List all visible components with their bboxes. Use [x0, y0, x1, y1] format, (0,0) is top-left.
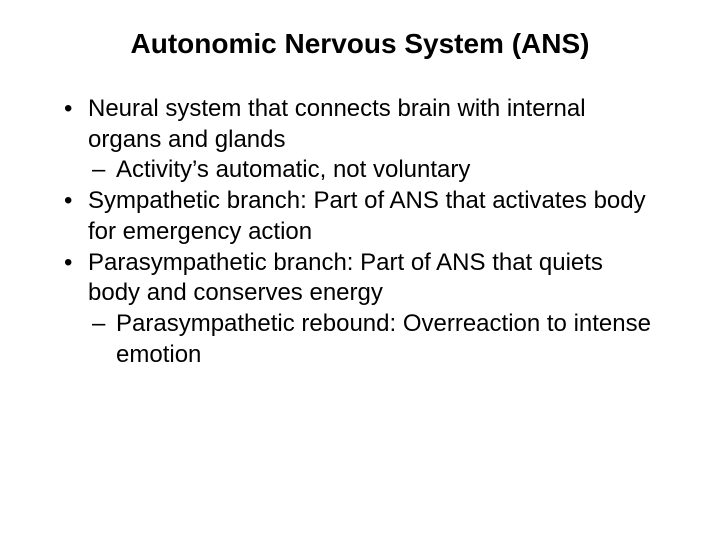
bullet-text: Parasympathetic rebound: Overreaction to…	[116, 310, 651, 368]
list-item: Parasympathetic branch: Part of ANS that…	[60, 248, 660, 371]
sub-list: Activity’s automatic, not voluntary	[88, 155, 660, 186]
bullet-text: Neural system that connects brain with i…	[88, 95, 586, 153]
bullet-text: Parasympathetic branch: Part of ANS that…	[88, 249, 603, 307]
sub-list: Parasympathetic rebound: Overreaction to…	[88, 309, 660, 370]
bullet-text: Sympathetic branch: Part of ANS that act…	[88, 187, 646, 245]
list-item: Sympathetic branch: Part of ANS that act…	[60, 186, 660, 247]
bullet-list: Neural system that connects brain with i…	[60, 94, 660, 370]
list-item: Neural system that connects brain with i…	[60, 94, 660, 186]
bullet-text: Activity’s automatic, not voluntary	[116, 156, 470, 183]
list-item: Activity’s automatic, not voluntary	[88, 155, 660, 186]
list-item: Parasympathetic rebound: Overreaction to…	[88, 309, 660, 370]
slide: Autonomic Nervous System (ANS) Neural sy…	[0, 0, 720, 540]
slide-title: Autonomic Nervous System (ANS)	[60, 28, 660, 60]
